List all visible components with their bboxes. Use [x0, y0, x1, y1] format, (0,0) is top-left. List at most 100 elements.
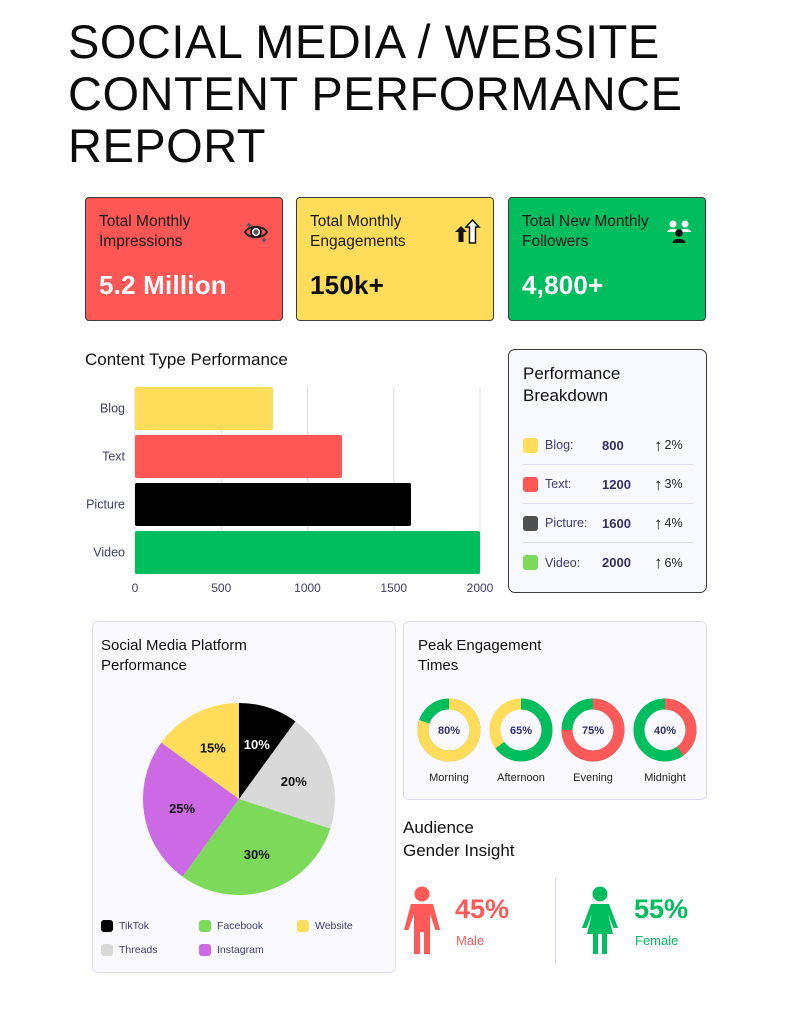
- pie-chart: 10% 20% 30% 25% 15%: [143, 703, 336, 895]
- donut-chart: 75%: [561, 698, 625, 762]
- arrow-up-icon: ↑: [654, 513, 663, 533]
- donut-main-arc: [417, 698, 481, 762]
- eye-icon: [243, 222, 269, 243]
- pie-slice-facebook: [182, 799, 331, 895]
- row-value: 1600: [602, 515, 631, 531]
- color-swatch: [523, 515, 538, 531]
- legend-item-tiktok: TikTok: [101, 920, 149, 932]
- donut-chart: 80%: [417, 698, 481, 762]
- pie-slice-label: 30%: [244, 847, 270, 862]
- male-label: Male: [456, 933, 485, 948]
- gender-divider: [555, 878, 556, 964]
- breakdown-row: Text: 1200 ↑ 3%: [523, 465, 693, 504]
- color-swatch: [523, 437, 538, 453]
- kpi-value: 150k+: [310, 270, 385, 300]
- donut-main-arc: [633, 698, 697, 762]
- pie-slice-threads: [239, 721, 336, 829]
- x-tick-label: 2000: [467, 581, 494, 595]
- arrow-up-icon: ↑: [654, 474, 663, 494]
- donut-name-label: Evening: [573, 772, 613, 784]
- title-line: SOCIAL MEDIA / WEBSITE: [68, 15, 660, 68]
- donut-midnight: 40% Midnight: [630, 697, 700, 784]
- row-name: Picture:: [545, 516, 588, 530]
- legend-swatch: [297, 920, 309, 932]
- breakdown-row: Picture: 1600 ↑ 4%: [523, 504, 693, 543]
- bar-text: [135, 435, 342, 478]
- x-tick-label: 1500: [380, 581, 407, 595]
- legend-item-threads: Threads: [101, 944, 158, 956]
- kpi-card-followers: Total New Monthly Followers 4,800+: [508, 197, 706, 321]
- report-title: SOCIAL MEDIA / WEBSITE CONTENT PERFORMAN…: [68, 16, 748, 172]
- kpi-label: Total Monthly Engagements: [310, 213, 406, 250]
- bar-chart: 0 500 1000 1500 2000 Blog Text Picture Video: [86, 387, 494, 595]
- platform-performance-card: 10% 20% 30% 25% 15% Social Media Platform Pe…: [92, 621, 396, 973]
- donut-main-arc: [489, 698, 553, 762]
- female-label: Female: [635, 933, 679, 948]
- change-value: 6%: [664, 555, 683, 570]
- peak-engagement-card: Peak Engagement Times 80% Morning 65% After…: [403, 621, 707, 800]
- donut-value-label: 80%: [438, 725, 460, 737]
- kpi-value: 4,800+: [522, 270, 604, 300]
- row-name: Video:: [545, 555, 581, 570]
- bar-chart-title: Content Type Performance: [85, 350, 288, 369]
- row-value: 800: [602, 437, 624, 453]
- arrow-up-icon: ↑: [654, 553, 663, 572]
- change-value: 2%: [664, 438, 683, 452]
- kpi-card-engagements: Total Monthly Engagements 150k+: [296, 197, 494, 321]
- legend-label: Facebook: [217, 920, 264, 932]
- x-tick-label: 1000: [294, 581, 321, 595]
- kpi-card-impressions: Total Monthly Impressions 5.2 Million: [85, 197, 283, 321]
- y-category-label: Picture: [86, 498, 125, 512]
- y-category-label: Text: [102, 450, 125, 464]
- row-change: ↑ 2%: [654, 437, 683, 454]
- title-line: CONTENT PERFORMANCE: [68, 67, 683, 120]
- x-tick-label: 500: [211, 581, 231, 595]
- legend-label: Instagram: [217, 944, 264, 956]
- kpi-label: Total New Monthly Followers: [522, 213, 649, 250]
- donut-value-label: 65%: [510, 725, 532, 737]
- performance-breakdown-card: Performance Breakdown Blog: 800 ↑ 2% Text…: [508, 349, 707, 593]
- peak-title: Peak Engagement Times: [418, 637, 542, 674]
- row-name: Blog:: [545, 438, 574, 452]
- kpi-label: Total Monthly Impressions: [99, 213, 191, 250]
- gender-title-line: Gender Insight: [403, 841, 515, 860]
- change-value: 3%: [664, 477, 683, 491]
- legend-swatch: [199, 920, 211, 932]
- gender-insight-section: Audience Gender Insight 45% Male 55% Fem…: [403, 816, 713, 966]
- arrows-up-icon: [455, 218, 481, 244]
- donut-chart: 40%: [633, 698, 697, 762]
- legend-label: Website: [315, 920, 353, 932]
- breakdown-title: Performance Breakdown: [523, 364, 621, 405]
- pie-slice-label: 20%: [281, 774, 307, 789]
- legend-swatch: [199, 944, 211, 956]
- pie-chart-title: Social Media Platform Performance: [101, 637, 247, 674]
- content-type-chart: Content Type Performance 0 500 1000 1500 200…: [85, 349, 505, 599]
- bar-blog: [135, 387, 273, 430]
- title-line: REPORT: [68, 119, 266, 172]
- pie-slice-label: 25%: [169, 801, 195, 816]
- pie-slice-instagram: [143, 742, 239, 877]
- legend-item-website: Website: [297, 920, 353, 932]
- gender-title-line: Audience: [403, 818, 474, 837]
- legend-item-facebook: Facebook: [199, 920, 263, 932]
- donut-name-label: Morning: [429, 772, 469, 784]
- row-value: 2000: [602, 555, 631, 570]
- breakdown-row: Blog: 800 ↑ 2%: [523, 426, 693, 465]
- donut-afternoon: 65% Afternoon: [486, 697, 556, 784]
- female-icon: [582, 886, 618, 954]
- y-category-label: Blog: [100, 402, 125, 416]
- legend-swatch: [101, 920, 113, 932]
- pie-slice-tiktok: [239, 703, 296, 799]
- row-name: Text:: [545, 477, 572, 491]
- color-swatch: [523, 476, 538, 492]
- legend-label: TikTok: [119, 920, 149, 932]
- kpi-value: 5.2 Million: [99, 270, 227, 300]
- pie-slice-label: 10%: [244, 737, 270, 752]
- breakdown-list: Blog: 800 ↑ 2% Text: 1200 ↑ 3% Picture: 16…: [523, 426, 693, 582]
- donut-main-arc: [561, 698, 625, 762]
- donut-name-label: Midnight: [644, 772, 686, 784]
- legend-swatch: [101, 944, 113, 956]
- x-tick-label: 0: [132, 581, 139, 595]
- pie-slice-website: [161, 703, 239, 799]
- change-value: 4%: [664, 516, 683, 530]
